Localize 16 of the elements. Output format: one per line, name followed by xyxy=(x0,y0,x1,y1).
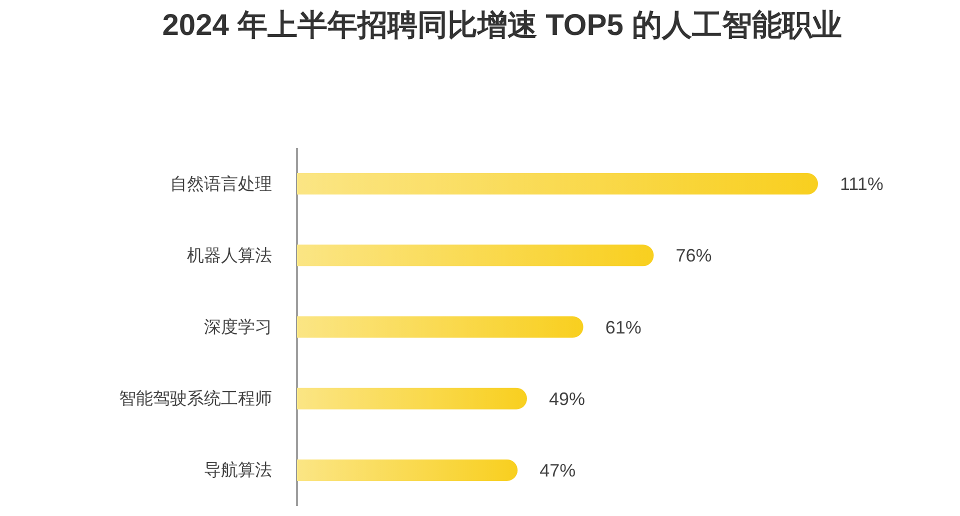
y-tick-label: 自然语言处理 xyxy=(170,174,272,194)
data-label: 111% xyxy=(840,174,884,194)
y-tick-label: 智能驾驶系统工程师 xyxy=(119,389,272,408)
y-tick-label: 导航算法 xyxy=(204,460,272,480)
bar xyxy=(297,316,584,338)
bar xyxy=(297,244,654,266)
data-label: 49% xyxy=(548,388,586,409)
bar xyxy=(297,173,818,195)
data-label: 76% xyxy=(676,246,712,266)
data-label: 61% xyxy=(605,317,642,338)
data-label: 47% xyxy=(540,460,576,480)
y-tick-label: 机器人算法 xyxy=(187,246,272,265)
bar xyxy=(297,459,518,481)
y-tick-label: 深度学习 xyxy=(204,317,272,336)
chart-title: 2024 年上半年招聘同比增速 TOP5 的人工智能职业 xyxy=(162,9,842,42)
bar xyxy=(297,388,527,410)
